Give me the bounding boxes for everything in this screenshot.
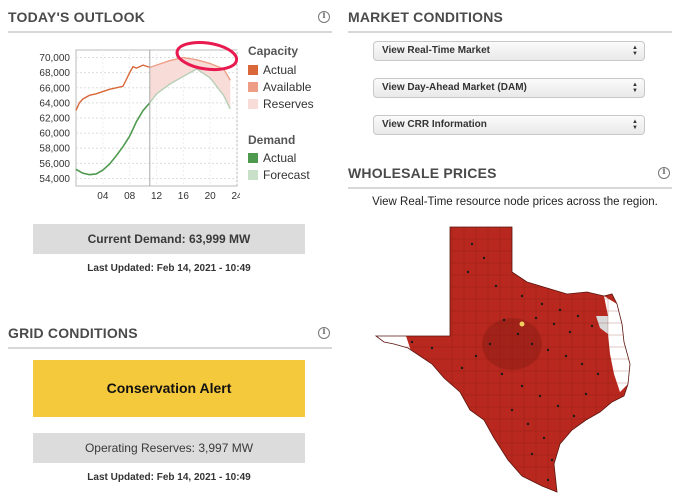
legend-swatch-forecast [248,170,258,180]
chart-y-tick-label: 64,000 [39,98,70,109]
chart-annotation-circle [175,41,239,72]
chart-x-tick-label: 20 [205,191,217,200]
crr-information-select[interactable]: View CRR Information ▲ ▼ [373,115,645,135]
legend-demand-title: Demand [248,133,296,147]
crr-information-label: View CRR Information [382,119,487,130]
real-time-market-select[interactable]: View Real-Time Market ▲ ▼ [373,41,645,61]
chart-y-tick-label: 58,000 [39,144,70,155]
current-demand-bar: Current Demand: 63,999 MW [33,224,305,254]
texas-outline [374,226,631,493]
legend-swatch-reserves [248,99,258,109]
wholesale-prices-title: WHOLESALE PRICES [348,165,497,181]
outlook-title: TODAY'S OUTLOOK [8,9,146,25]
legend-swatch-capacity-actual [248,65,258,75]
market-conditions-title: MARKET CONDITIONS [348,9,504,25]
legend-label-reserves: Reserves [263,97,314,111]
chart-y-tick-label: 66,000 [39,83,70,94]
legend-swatch-available [248,82,258,92]
map-region-east [604,296,630,392]
chart-x-tick-label: 12 [151,191,163,200]
chart-y-tick-label: 62,000 [39,114,70,125]
real-time-market-label: View Real-Time Market [382,45,491,56]
chart-series-demand-actual [75,102,151,176]
chart-y-tick-label: 54,000 [39,174,70,185]
day-ahead-market-label: View Day-Ahead Market (DAM) [382,82,527,93]
outlook-divider [8,31,332,33]
legend-label-capacity-actual: Actual [263,63,297,77]
legend-swatch-demand-actual [248,153,258,163]
legend-label-demand-actual: Actual [263,151,297,165]
grid-info-icon[interactable]: i [318,327,330,339]
legend-capacity-title: Capacity [248,44,299,58]
wholesale-caption: View Real-Time resource node prices acro… [372,196,658,208]
chart-series-capacity-actual [75,64,151,111]
chart-x-tick-label: 16 [178,191,190,200]
grid-conditions-title: GRID CONDITIONS [8,325,138,341]
outlook-chart: 54,000 56,000 58,000 60,000 62,000 64,000 66,0… [39,41,240,200]
wholesale-info-icon[interactable]: i [658,167,670,179]
wholesale-divider [348,187,672,189]
legend-label-available: Available [263,80,312,94]
map-highlight-node [519,321,525,327]
legend-label-forecast: Forecast [263,168,310,182]
chart-y-tick-label: 60,000 [39,129,70,140]
chart-y-tick-label: 70,000 [39,53,70,64]
map-node-dots [410,242,600,482]
conservation-alert-banner: Conservation Alert [33,360,305,417]
chart-x-tick-label: 08 [124,191,136,200]
market-divider [348,31,672,33]
map-region-gray [596,316,608,334]
chart-y-tick-label: 68,000 [39,68,70,79]
outlook-last-updated: Last Updated: Feb 14, 2021 - 10:49 [87,263,251,274]
select-arrows-icon: ▲ ▼ [632,119,638,131]
select-arrows-icon: ▲ ▼ [632,45,638,57]
chart-series-demand-forecast [149,68,231,110]
grid-divider [8,347,332,349]
operating-reserves-bar: Operating Reserves: 3,997 MW [33,433,305,463]
texas-price-map[interactable] [372,224,662,499]
chart-y-tick-label: 56,000 [39,159,70,170]
chart-x-tick-label: 04 [97,191,109,200]
day-ahead-market-select[interactable]: View Day-Ahead Market (DAM) ▲ ▼ [373,78,645,98]
select-arrows-icon: ▲ ▼ [632,82,638,94]
chart-x-tick-label: 24 [231,191,240,200]
grid-last-updated: Last Updated: Feb 14, 2021 - 10:49 [87,472,251,483]
outlook-info-icon[interactable]: i [318,11,330,23]
